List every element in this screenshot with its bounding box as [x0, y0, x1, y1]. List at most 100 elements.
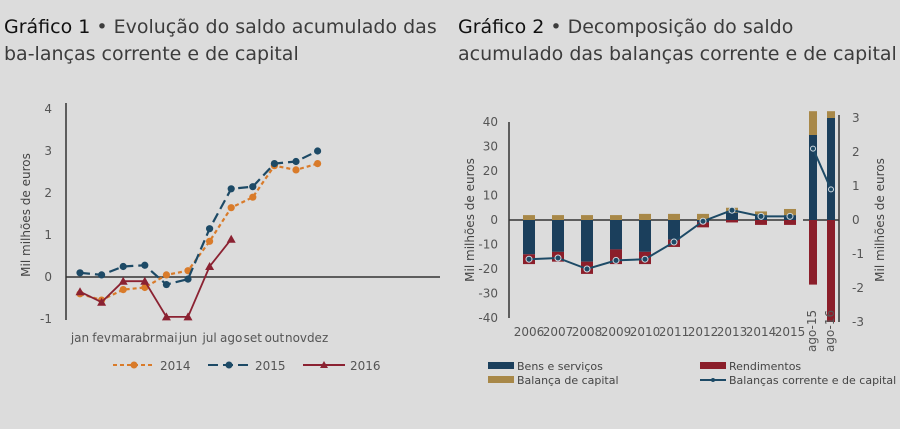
chart1-y-tick-label: 0 — [44, 270, 52, 284]
chart2-total-point — [699, 217, 707, 225]
chart2-total-point — [728, 206, 736, 214]
chart2-bar-right-rendimentos — [827, 220, 835, 322]
chart2-bar-right-rendimentos — [809, 220, 817, 285]
chart2-legend-label: Rendimentos — [729, 360, 801, 373]
chart1-point-2014 — [206, 237, 214, 245]
chart2-y-axis-label-right: Mil milhões de euros — [873, 158, 887, 282]
chart2-x-tick-label: 2010 — [630, 325, 661, 339]
chart1-x-tick-label: jan — [70, 331, 89, 345]
chart1-title-bullet: • — [96, 16, 108, 38]
chart1-point-2014 — [249, 193, 257, 201]
chart2-legend-swatch-Rendimentos — [700, 362, 726, 369]
chart2-total-point-right — [828, 186, 834, 193]
chart2-y-tick-label-right: -3 — [852, 315, 864, 329]
chart1-x-tick-label: out — [265, 331, 285, 345]
chart2-legend-marker-Balanças corrente e de capital — [711, 378, 715, 382]
chart2-y-tick-label: -10 — [478, 238, 498, 252]
chart2-y-tick-label-right: -1 — [852, 247, 864, 261]
chart2-y-tick-label-right: 3 — [852, 111, 860, 125]
chart2-bar-bens — [523, 220, 535, 255]
chart2-title-number: Gráfico 2 — [458, 16, 545, 38]
chart2-total-point — [757, 212, 765, 220]
chart2-x-tick-label: 2011 — [659, 325, 690, 339]
chart2-y-tick-label: -40 — [478, 311, 498, 325]
chart2-total-point — [670, 238, 678, 246]
chart1-point-2015 — [206, 225, 214, 233]
chart1-point-2015 — [98, 271, 106, 279]
chart2-y-tick-label-right: 2 — [852, 145, 860, 159]
chart2-total-point — [583, 265, 591, 273]
chart2-y-tick-label-right: 1 — [852, 179, 860, 193]
chart2-title-text: Decomposição do saldo acumulado das bala… — [458, 16, 897, 65]
chart1-legend-label-2016: 2016 — [350, 359, 381, 373]
chart1-legend-label-2015: 2015 — [255, 359, 286, 373]
chart1-point-2014 — [119, 286, 127, 294]
chart2-x-tick-label: 2013 — [717, 325, 748, 339]
chart1-x-tick-label: mai — [155, 331, 177, 345]
chart1-x-tick-label: mar — [111, 331, 135, 345]
chart2-y-tick-label: -30 — [478, 287, 498, 301]
chart2-total-point — [525, 255, 533, 263]
chart2-y-tick-label: 10 — [483, 189, 498, 203]
chart1-y-tick-label: 4 — [44, 102, 52, 116]
chart2-total-point — [554, 254, 562, 262]
chart1-title-number: Gráfico 1 — [4, 16, 91, 38]
chart1-series-line-2016 — [79, 238, 232, 318]
chart2-x-tick-label: 2007 — [543, 325, 574, 339]
chart2-y-tick-label-right: 0 — [852, 213, 860, 227]
chart2-bar-bens — [639, 220, 651, 252]
chart1-x-tick-label: jul — [201, 331, 216, 345]
chart2-x-tick-label: 2009 — [601, 325, 632, 339]
chart1-y-tick-label: 2 — [44, 186, 52, 200]
chart2-total-point — [612, 256, 620, 264]
chart1-x-tick-label: jun — [178, 331, 198, 345]
chart1-point-2016 — [75, 287, 85, 296]
chart2-total-line — [528, 209, 790, 271]
chart2-legend-label: Bens e serviços — [517, 360, 603, 373]
chart1-point-2016 — [161, 312, 171, 321]
chart1-title: Gráfico 1 • Evolução do saldo acumulado da… — [4, 14, 444, 68]
chart2-total-point — [786, 212, 794, 220]
chart1-series-line-2015 — [79, 150, 319, 286]
chart1-point-2014 — [292, 166, 300, 174]
chart1-point-2015 — [227, 185, 235, 193]
chart1-y-tick-label: -1 — [40, 312, 52, 326]
chart1-point-2015 — [270, 160, 278, 168]
chart2-bar-rendimentos — [784, 220, 796, 225]
chart1-y-tick-label: 3 — [44, 144, 52, 158]
chart2-y-axis-label: Mil milhões de euros — [463, 158, 477, 282]
chart2-legend-label: Balanças corrente e de capital — [729, 374, 896, 387]
chart1-point-2015 — [292, 157, 300, 166]
chart1-point-2015 — [119, 262, 127, 271]
chart2-bar-capital — [784, 208, 796, 216]
chart1-legend-marker-2015 — [225, 361, 233, 369]
chart1-point-2016 — [140, 276, 150, 285]
chart1-y-axis-label: Mil milhões de euros — [19, 153, 33, 277]
chart1-point-2016 — [183, 312, 193, 321]
chart2-bar-right-bens — [809, 135, 817, 220]
chart2-bar-capital — [668, 213, 680, 220]
chart1-point-2016 — [205, 262, 215, 270]
chart1-x-tick-label: fev — [92, 331, 111, 345]
chart2-bar-bens — [581, 220, 593, 262]
chart2-y-tick-label: 40 — [483, 115, 498, 129]
chart2-bar-capital — [523, 215, 535, 220]
chart1-point-2015 — [76, 269, 84, 277]
chart1-series-line-2014 — [79, 162, 318, 302]
chart2-bar-rendimentos — [697, 222, 709, 228]
chart1-point-2015 — [314, 147, 322, 155]
chart1-x-tick-label: set — [244, 331, 263, 345]
chart2-bar-bens — [726, 212, 738, 220]
chart1-point-2014 — [162, 271, 170, 279]
chart2-legend-label: Balança de capital — [517, 374, 619, 387]
chart1-title-text: Evolução do saldo acumulado das ba-lança… — [4, 16, 437, 65]
chart2-y-tick-label: 30 — [483, 140, 498, 154]
chart2-bar-capital — [552, 215, 564, 220]
chart2-bar-rendimentos — [755, 220, 767, 225]
chart2-bar-right-capital — [827, 111, 835, 118]
chart1-y-tick-label: 1 — [44, 228, 52, 242]
chart2-bar-capital — [697, 213, 709, 220]
chart2-bar-rendimentos — [726, 220, 738, 223]
chart1-point-2014 — [227, 204, 235, 212]
